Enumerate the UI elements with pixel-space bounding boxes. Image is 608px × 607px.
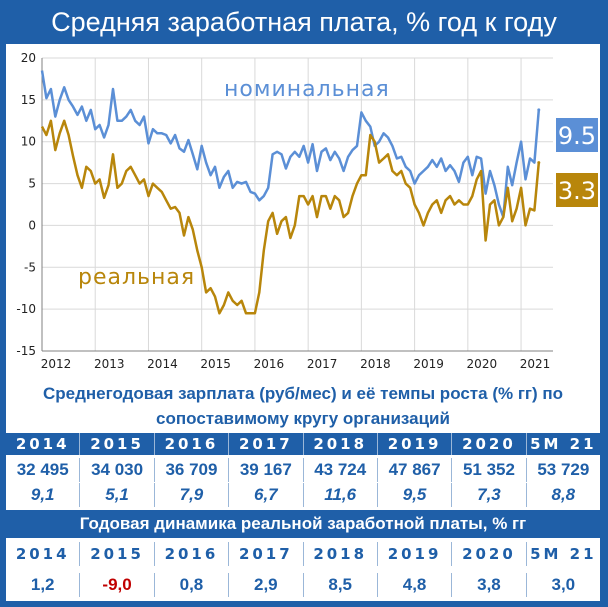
table1-year-3: 2017: [228, 433, 302, 455]
y-tick-label: 5: [28, 177, 36, 191]
series-line-nominal: [40, 70, 541, 219]
x-tick-label: 2019: [413, 357, 444, 371]
table1-value-3: 39 167: [228, 458, 302, 482]
series-label-nominal: номинальная: [224, 77, 390, 102]
table1-year-6: 2020: [451, 433, 525, 455]
table2-value-2: 0,8: [153, 573, 228, 597]
table1-growth-5: 9,5: [376, 483, 451, 507]
x-tick-label: 2020: [467, 357, 498, 371]
x-tick-label: 2012: [41, 357, 72, 371]
table1-year-7: 5М 21: [525, 433, 600, 455]
line-chart: -15 -10 -5 0 5 10 15 20 2012 2013 2014 2015 2016 2017…: [16, 51, 600, 371]
y-tick-label: 15: [21, 93, 36, 107]
table1-year-0: 2014: [15, 435, 70, 453]
x-tick-label: 2017: [307, 357, 338, 371]
table1-growth-4: 11,6: [302, 483, 377, 507]
x-tick-label: 2013: [94, 357, 125, 371]
table2-year-3: 2017: [228, 542, 302, 566]
y-tick-label: 0: [28, 218, 36, 232]
table2-year-5: 2019: [376, 542, 451, 566]
table2-year-7: 5М 21: [525, 542, 600, 566]
table1-year-2: 2016: [153, 433, 228, 455]
table1-growth-2: 7,9: [153, 483, 228, 507]
series-line-real: [40, 119, 541, 315]
table1-value-7: 53 729: [525, 458, 600, 482]
table2-year-6: 2020: [451, 542, 525, 566]
x-tick-label: 2014: [147, 357, 178, 371]
page-title: Средняя заработная плата, % год к году: [51, 7, 557, 37]
y-tick-label: 20: [21, 51, 36, 65]
table2-year-0: 2014: [15, 545, 70, 563]
real-last-value-badge-text: 3.3: [558, 177, 596, 205]
table1-growth-3: 6,7: [228, 483, 302, 507]
table1-growth-6: 7,3: [451, 483, 525, 507]
table2-value-3: 2,9: [228, 573, 302, 597]
x-tick-label: 2018: [360, 357, 391, 371]
x-tick-label: 2015: [200, 357, 231, 371]
table1-growth-7: 8,8: [525, 483, 600, 507]
table1-growth-row: 9,1 5,1 7,9 6,7 11,6 9,5 7,3 8,8: [6, 483, 600, 507]
nominal-last-value-badge: [554, 116, 600, 154]
table1-value-2: 36 709: [153, 458, 228, 482]
table1-growth-0: 9,1: [30, 485, 55, 504]
table1-values-row: 32 495 34 030 36 709 39 167 43 724 47 867 51 3…: [6, 458, 600, 482]
table2-value-6: 3,8: [451, 573, 525, 597]
table2-value-4: 8,5: [302, 573, 377, 597]
table1-year-row: 2014 2015 2016 2017 2018 2019 2020 5М 21: [6, 433, 600, 455]
table1-growth-1: 5,1: [79, 483, 153, 507]
real-last-value-badge: [554, 171, 600, 209]
table2-year-row: 2014 2015 2016 2017 2018 2019 2020 5М 21: [6, 542, 600, 566]
table2-value-0: 1,2: [30, 575, 55, 594]
table1-value-4: 43 724: [302, 458, 377, 482]
series-label-real: реальная: [78, 265, 195, 290]
table1-value-5: 47 867: [376, 458, 451, 482]
x-tick-label: 2016: [254, 357, 285, 371]
table2-value-7: 3,0: [525, 573, 600, 597]
nominal-last-value-badge-text: 9.5: [558, 122, 596, 150]
table1-year-4: 2018: [302, 433, 377, 455]
table1-year-1: 2015: [79, 433, 153, 455]
table2-values-row: 1,2 -9,0 0,8 2,9 8,5 4,8 3,8 3,0: [6, 573, 600, 597]
table2-value-1: -9,0: [79, 573, 153, 597]
table2-heading-band: Годовая динамика реальной заработной пла…: [6, 510, 600, 538]
chart-panel: -15 -10 -5 0 5 10 15 20 2012 2013 2014 2015 2016 2017…: [6, 44, 600, 379]
y-tick-label: -15: [16, 344, 36, 358]
series-end-point: [537, 108, 541, 112]
table1-value-1: 34 030: [79, 458, 153, 482]
y-tick-label: -5: [24, 260, 36, 274]
series-end-point: [537, 161, 541, 165]
table2-year-2: 2016: [153, 542, 228, 566]
table1-value-6: 51 352: [451, 458, 525, 482]
tables-panel: Среднегодовая зарплата (руб/мес) и её те…: [6, 379, 600, 601]
table2-value-5: 4,8: [376, 573, 451, 597]
x-tick-label: 2021: [520, 357, 551, 371]
y-tick-label: 10: [21, 135, 36, 149]
y-tick-label: -10: [16, 302, 36, 316]
table1-year-5: 2019: [376, 433, 451, 455]
table2-heading: Годовая динамика реальной заработной пла…: [79, 514, 527, 533]
table1-heading: Среднегодовая зарплата (руб/мес) и её те…: [42, 384, 564, 428]
table1-value-0: 32 495: [16, 460, 69, 479]
table2-year-4: 2018: [302, 542, 377, 566]
table2-year-1: 2015: [79, 542, 153, 566]
